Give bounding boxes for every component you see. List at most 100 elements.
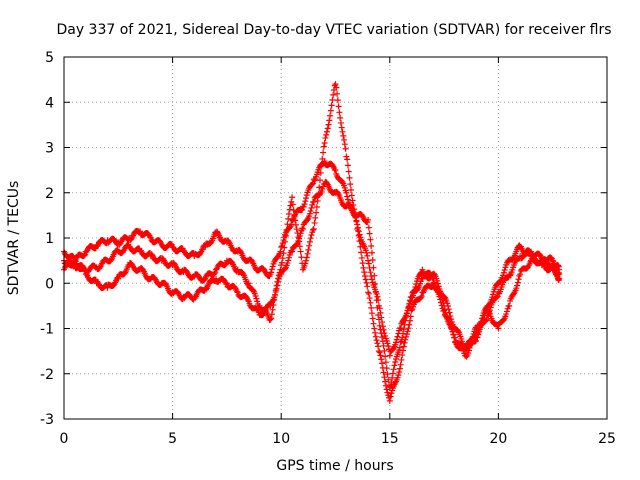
data-point [389, 374, 396, 381]
data-point [299, 225, 306, 232]
data-point [469, 333, 476, 340]
data-point [341, 184, 348, 191]
data-point [469, 336, 476, 343]
data-point [380, 369, 387, 376]
data-point [380, 342, 387, 349]
data-point [324, 125, 331, 132]
data-point [368, 243, 375, 250]
data-point [368, 249, 375, 256]
data-point [367, 299, 374, 306]
data-point [313, 204, 320, 211]
data-point [322, 134, 329, 141]
data-point [501, 267, 508, 274]
data-point [379, 360, 386, 367]
data-point [365, 224, 372, 231]
data-point [360, 264, 367, 271]
data-point [439, 296, 446, 303]
data-point [332, 81, 339, 88]
data-point [292, 217, 299, 224]
data-point [369, 315, 376, 322]
data-point [382, 353, 389, 360]
data-point [298, 254, 305, 261]
x-axis-label: GPS time / hours [276, 458, 393, 474]
data-point [506, 302, 513, 309]
data-point [515, 276, 522, 283]
data-point [396, 365, 403, 372]
data-point [290, 207, 297, 214]
y-tick-label: 2 [45, 186, 54, 202]
data-point [503, 308, 510, 315]
data-point [390, 366, 397, 373]
data-point [253, 295, 260, 302]
data-point [250, 287, 257, 294]
data-point [293, 226, 300, 233]
data-point [347, 181, 354, 188]
data-point [376, 322, 383, 329]
data-point [383, 365, 390, 372]
data-point [289, 194, 296, 201]
data-point [341, 136, 348, 143]
data-point [372, 289, 379, 296]
data-point [486, 302, 493, 309]
data-point [489, 294, 496, 301]
y-tick-label: 0 [45, 276, 54, 292]
data-point [405, 325, 412, 332]
data-point [334, 189, 341, 196]
data-point [284, 221, 291, 228]
data-point [449, 328, 456, 335]
data-point [400, 343, 407, 350]
data-point [277, 248, 284, 255]
data-point [292, 221, 299, 228]
data-point [282, 238, 289, 245]
data-point [365, 260, 372, 267]
data-point [306, 242, 313, 249]
data-point [342, 145, 349, 152]
series-track-b [61, 81, 563, 404]
data-point [344, 156, 351, 163]
data-point [335, 103, 342, 110]
data-point [387, 393, 394, 400]
data-point [274, 282, 281, 289]
data-point [346, 174, 353, 181]
data-point [385, 376, 392, 383]
data-point [386, 397, 393, 404]
data-point [382, 359, 389, 366]
chart-title: Day 337 of 2021, Sidereal Day-to-day VTE… [56, 22, 611, 38]
data-point [369, 256, 376, 263]
data-point [359, 260, 366, 267]
data-point [497, 277, 504, 284]
data-point [527, 258, 534, 265]
plot-frame [63, 56, 608, 420]
data-point [320, 149, 327, 156]
data-point [358, 254, 365, 261]
data-point [304, 250, 311, 257]
data-point [326, 117, 333, 124]
data-point [285, 211, 292, 218]
data-point [434, 277, 441, 284]
data-point [361, 272, 368, 279]
data-point [350, 202, 357, 209]
data-point [297, 230, 304, 237]
data-point [268, 266, 275, 273]
data-point [372, 333, 379, 340]
data-point [365, 216, 372, 223]
data-point [401, 321, 408, 328]
data-point [374, 340, 381, 347]
data-point [327, 107, 334, 114]
data-point [278, 271, 285, 278]
data-point [355, 232, 362, 239]
data-point [280, 250, 287, 257]
axis-ticks: 0 5 10 15 20 25 -3 -2 -1 0 1 2 3 4 5 [40, 50, 616, 447]
data-point [370, 320, 377, 327]
data-point [71, 254, 78, 261]
y-tick-label: -1 [40, 322, 54, 338]
data-point [267, 302, 274, 309]
data-point [317, 169, 324, 176]
data-point [282, 265, 289, 272]
data-point [377, 326, 384, 333]
data-point [343, 189, 350, 196]
data-point [256, 302, 263, 309]
data-point [283, 226, 290, 233]
data-point [412, 284, 419, 291]
data-point [309, 181, 316, 188]
